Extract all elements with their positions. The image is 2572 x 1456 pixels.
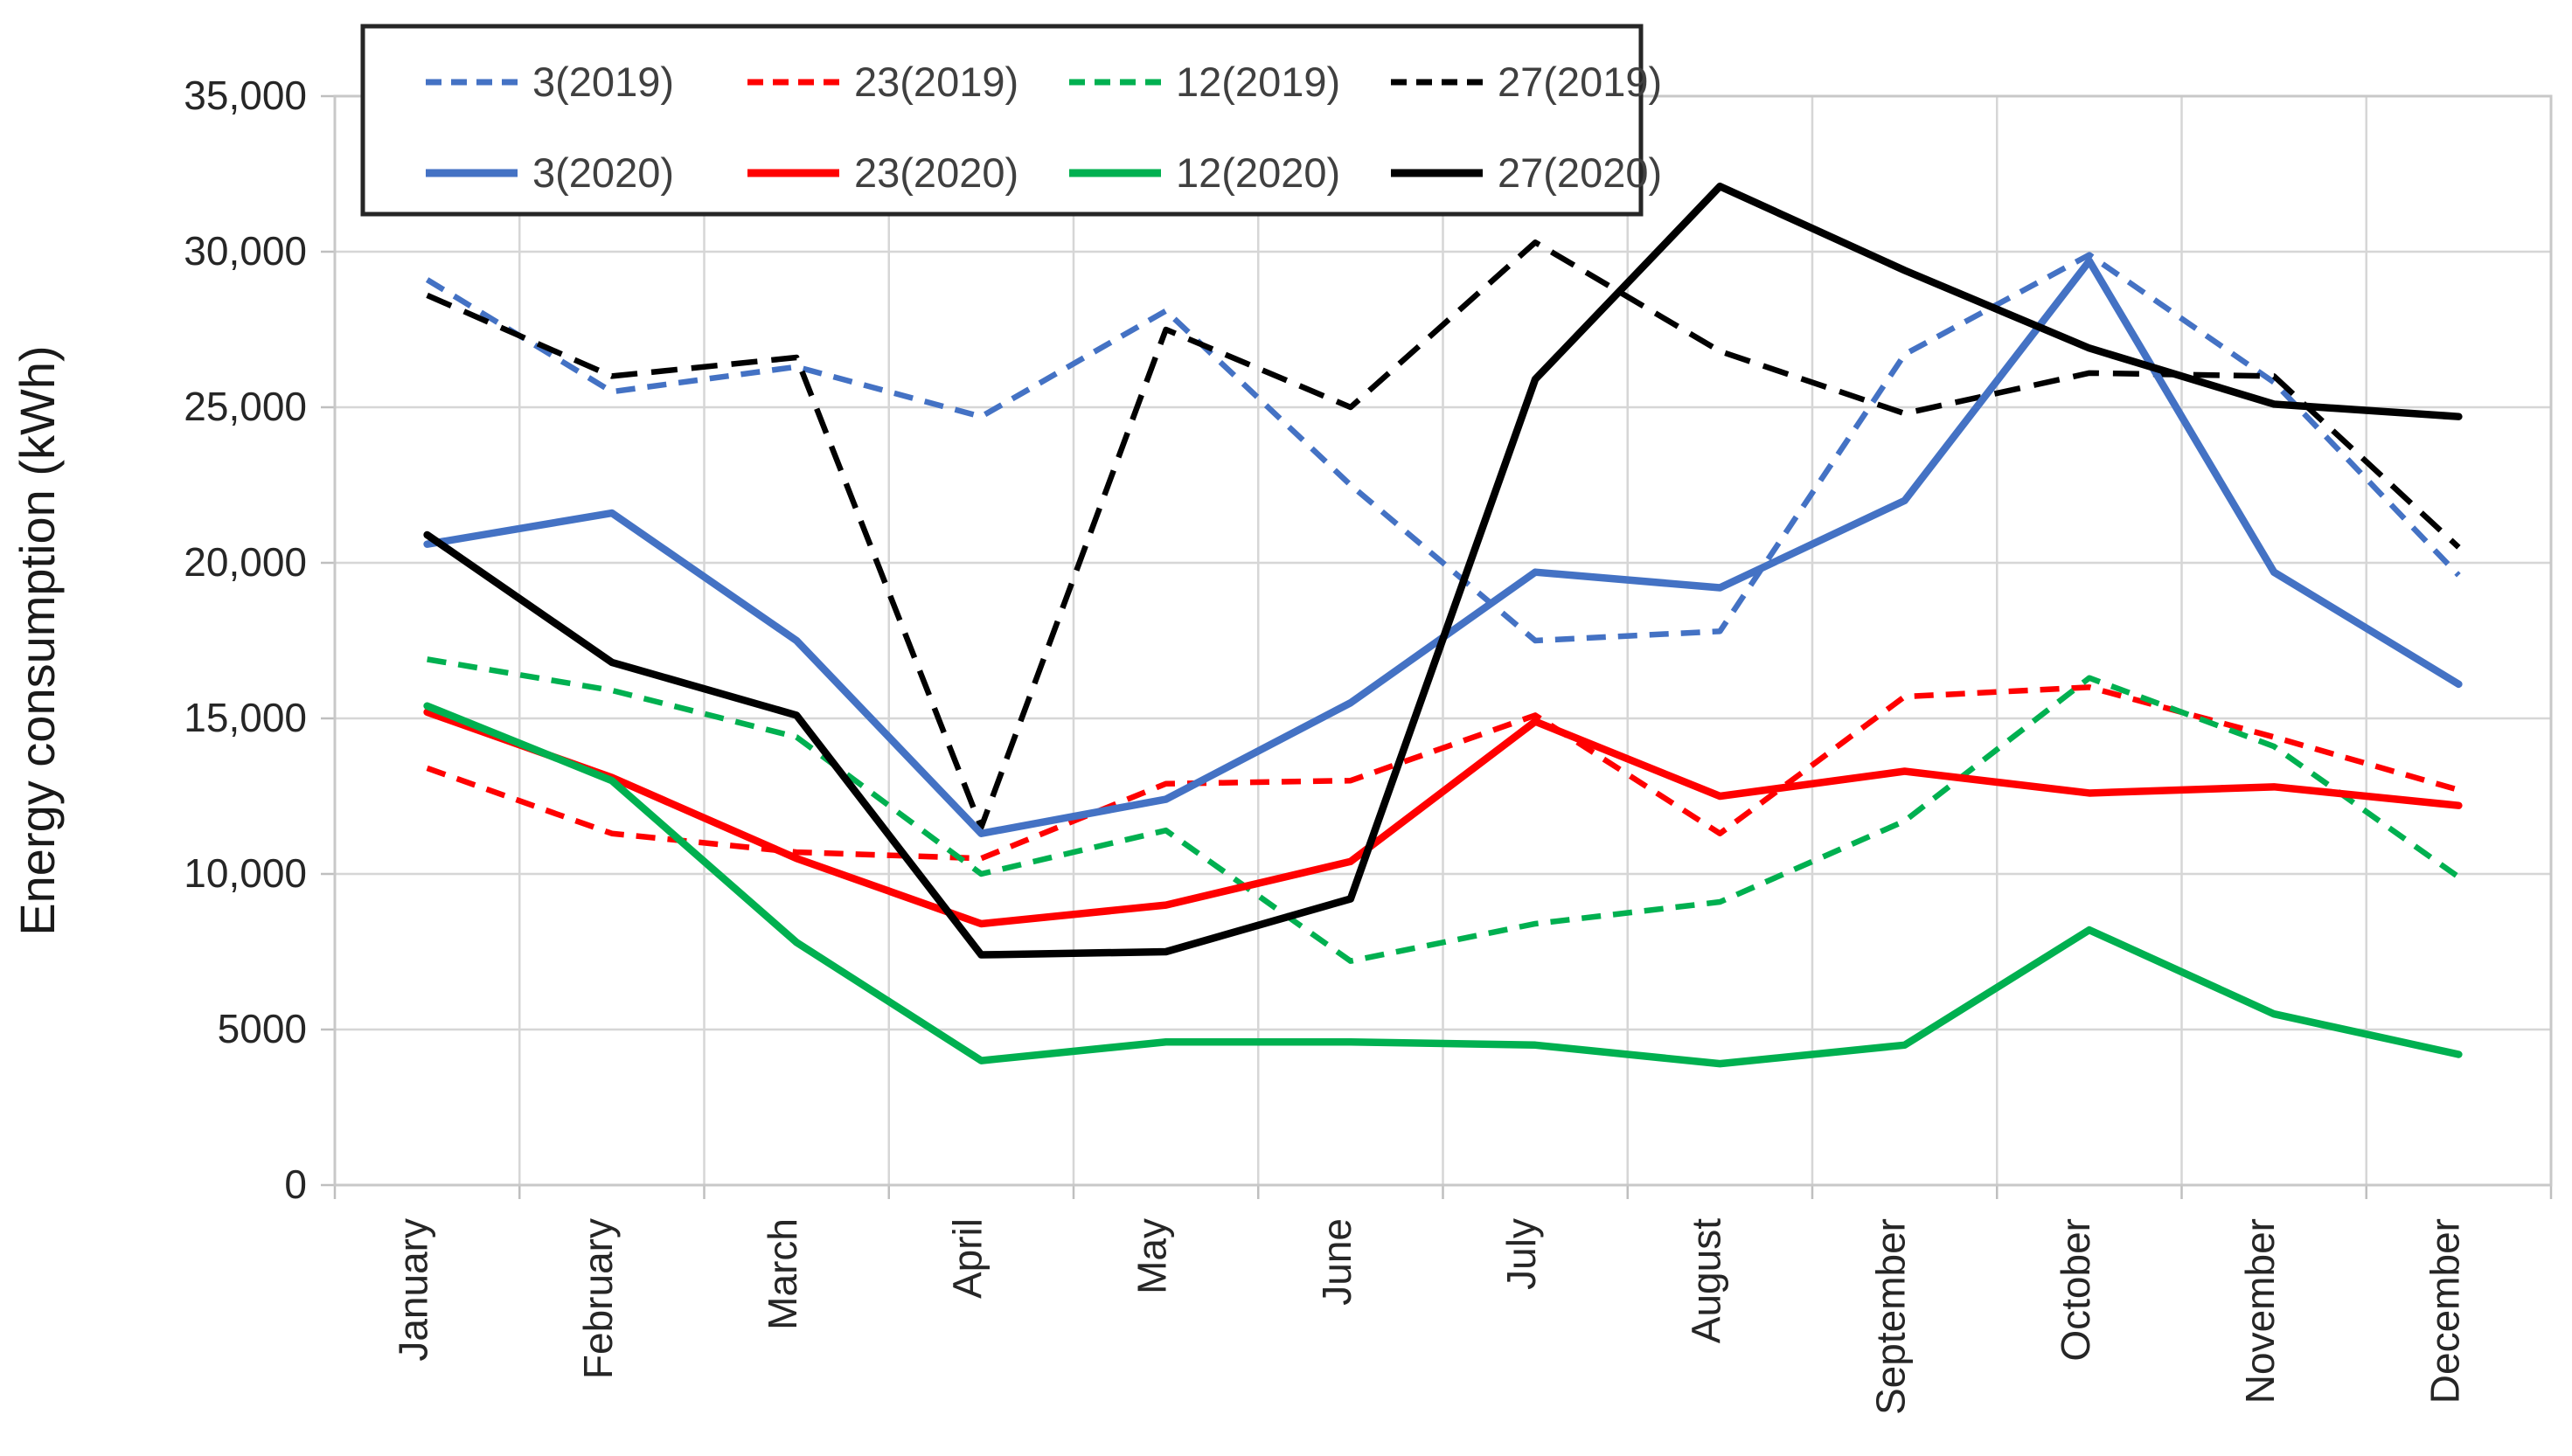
- y-axis-tick-label: 20,000: [184, 539, 307, 585]
- x-axis-month-label: September: [1868, 1218, 1914, 1415]
- x-axis-month-label: January: [391, 1218, 436, 1362]
- series-line-3(2019): [425, 252, 2461, 644]
- x-axis-month-label: October: [2053, 1218, 2098, 1362]
- x-axis-month-label: February: [575, 1218, 621, 1379]
- y-axis-tick-label: 15,000: [184, 695, 307, 740]
- x-axis-month-label: June: [1314, 1218, 1359, 1306]
- y-axis-tick-label: 30,000: [184, 228, 307, 274]
- x-axis-month-label: May: [1130, 1218, 1175, 1294]
- legend-label-12(2020): 12(2020): [1176, 149, 1340, 196]
- legend-label-12(2019): 12(2019): [1176, 59, 1340, 105]
- x-axis-month-label: August: [1683, 1218, 1728, 1343]
- x-axis-month-label: April: [944, 1218, 990, 1299]
- series-line-23(2019): [426, 684, 2460, 862]
- legend-box: [360, 24, 1644, 217]
- legend-label-27(2020): 27(2020): [1498, 149, 1662, 196]
- x-axis-month-label: December: [2422, 1218, 2467, 1404]
- y-axis-tick-label: 5000: [218, 1006, 307, 1051]
- y-axis-tick-label: 25,000: [184, 384, 307, 429]
- y-axis-tick-label: 10,000: [184, 850, 307, 896]
- legend-label-23(2020): 23(2020): [854, 149, 1018, 196]
- y-axis-title: Energy consumption (kWh): [10, 345, 65, 935]
- series-line-23(2020): [423, 708, 2463, 928]
- series-line-27(2019): [426, 239, 2461, 830]
- x-axis-month-label: July: [1498, 1218, 1544, 1290]
- series-line-27(2020): [423, 182, 2463, 959]
- y-axis-tick-label: 35,000: [184, 73, 307, 118]
- series-line-12(2020): [423, 702, 2463, 1068]
- y-axis-tick-label: 0: [284, 1161, 307, 1207]
- legend-label-27(2019): 27(2019): [1498, 59, 1662, 105]
- legend-label-3(2020): 3(2020): [532, 149, 674, 196]
- legend-label-23(2019): 23(2019): [854, 59, 1018, 105]
- legend-label-3(2019): 3(2019): [532, 59, 674, 105]
- x-axis-month-label: November: [2237, 1218, 2283, 1404]
- x-axis-month-label: March: [760, 1218, 805, 1330]
- series-line-12(2019): [427, 656, 2461, 964]
